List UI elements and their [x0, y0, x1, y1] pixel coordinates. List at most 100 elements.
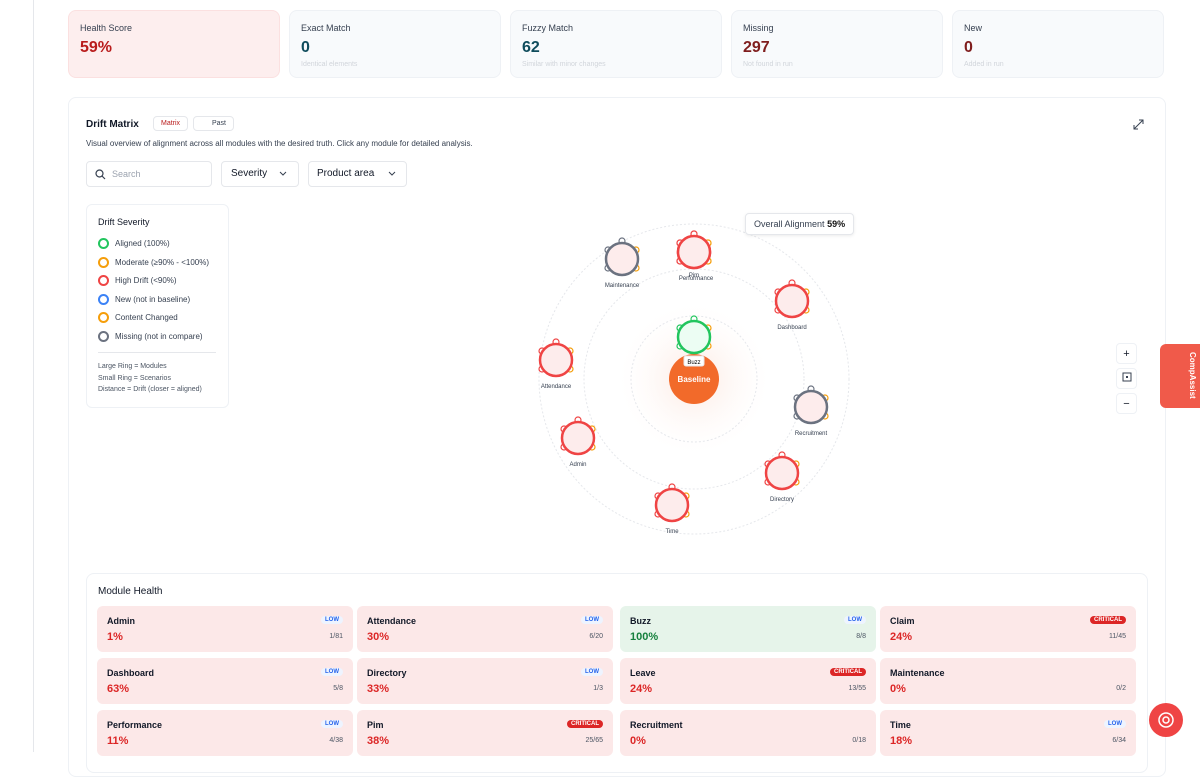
- stat-card: Health Score 59%: [68, 10, 280, 78]
- module-badge: LOW: [581, 616, 603, 624]
- stat-sub: Not found in run: [743, 61, 793, 68]
- module-name: Recruitment: [630, 720, 683, 730]
- stat-sub: Added in run: [964, 61, 1004, 68]
- stat-sub: Similar with minor changes: [522, 61, 606, 68]
- legend-label: High Drift (<90%): [115, 276, 177, 286]
- module-name: Performance: [107, 720, 163, 730]
- body: Health Score 59% Exact Match 0 Identical ele…: [33, 0, 1200, 777]
- legend-swatch: [98, 256, 109, 268]
- overall-value: 59%: [827, 219, 846, 229]
- stat-value: 0: [964, 39, 973, 56]
- stat-label: Fuzzy Match: [522, 23, 574, 33]
- filter[interactable]: Product area: [308, 161, 407, 187]
- stat-value: 0: [301, 39, 310, 56]
- module-percent: 63%: [107, 683, 130, 695]
- module-card[interactable]: Dashboard 63% 5/8 LOW: [97, 658, 353, 704]
- legend-note: Large Ring = Modules: [98, 363, 167, 370]
- help-button[interactable]: [1149, 703, 1183, 737]
- module-percent: 30%: [367, 631, 390, 643]
- zoom-button[interactable]: +: [1116, 343, 1137, 364]
- fit-icon: [1122, 372, 1131, 382]
- module-percent: 33%: [367, 683, 390, 695]
- legend-note: Distance = Drift (closer = aligned): [98, 386, 202, 393]
- module-count: 13/55: [848, 685, 866, 692]
- chevron: [279, 171, 287, 176]
- legend: Drift Severity Aligned (100%) Moderate (≥9…: [86, 204, 229, 408]
- node-label: Attendance: [541, 384, 572, 390]
- legend-swatch: [98, 293, 109, 305]
- module-name: Time: [890, 720, 911, 730]
- module-card[interactable]: Pim 38% 25/65 CRITICAL: [357, 710, 613, 756]
- module-card[interactable]: Leave 24% 13/55 CRITICAL: [620, 658, 876, 704]
- module-card[interactable]: Performance 11% 4/38 LOW: [97, 710, 353, 756]
- legend-swatch: [98, 238, 109, 249]
- module-count: 8/8: [856, 633, 866, 640]
- module-name: Attendance: [367, 616, 417, 626]
- module-card[interactable]: Claim 24% 11/45 CRITICAL: [880, 606, 1136, 652]
- module-node: [538, 342, 574, 378]
- stat-card: Fuzzy Match 62 Similar with minor changes: [510, 10, 722, 78]
- node-label: Recruitment: [795, 431, 828, 437]
- node-label: Maintenance: [605, 283, 640, 289]
- overall-label: Overall Alignment: [754, 219, 825, 229]
- module-badge: LOW: [1104, 720, 1126, 728]
- zoom-button[interactable]: −: [1116, 393, 1137, 414]
- legend-label: New (not in baseline): [115, 294, 191, 304]
- node-label: Admin: [569, 462, 586, 468]
- module-name: Leave: [630, 668, 656, 678]
- module-card[interactable]: Attendance 30% 6/20 LOW: [357, 606, 613, 652]
- stat-value: 59%: [80, 39, 113, 56]
- module-node: [654, 487, 690, 523]
- node-label: Buzz: [687, 360, 700, 366]
- legend-note: Small Ring = Scenarios: [98, 374, 171, 382]
- module-card[interactable]: Buzz 100% 8/8 LOW: [620, 606, 876, 652]
- module-name: Pim: [367, 720, 384, 730]
- module-node: [774, 283, 810, 319]
- legend-swatch: [98, 312, 109, 324]
- module-name: Directory: [367, 668, 407, 678]
- stat-sub: Identical elements: [301, 61, 358, 68]
- module-badge: LOW: [321, 668, 343, 676]
- module-percent: 1%: [107, 631, 123, 643]
- module-card[interactable]: Recruitment 0% 0/18: [620, 710, 876, 756]
- module-badge: LOW: [844, 616, 866, 624]
- stat-label: New: [964, 23, 983, 33]
- module-card[interactable]: Directory 33% 1/3 LOW: [357, 658, 613, 704]
- module-node: [764, 455, 800, 491]
- module-count: 1/3: [593, 685, 603, 692]
- stat-card: Missing 297 Not found in run: [731, 10, 943, 78]
- expand-icon[interactable]: [1133, 119, 1144, 130]
- module-name: Maintenance: [890, 668, 945, 678]
- module-card[interactable]: Time 18% 6/34 LOW: [880, 710, 1136, 756]
- module-node: [560, 420, 596, 456]
- search[interactable]: Search: [86, 161, 212, 187]
- node-label: Pim: [689, 273, 699, 279]
- zoom-button[interactable]: [1116, 368, 1137, 389]
- module-name: Admin: [107, 616, 135, 626]
- node-label: Dashboard: [777, 325, 806, 331]
- module-percent: 18%: [890, 735, 913, 747]
- help-icon: [1158, 712, 1174, 728]
- node-label: Performance: [679, 276, 714, 282]
- module-count: 6/20: [589, 633, 603, 640]
- module-percent: 100%: [630, 631, 659, 643]
- tab[interactable]: Past: [193, 116, 235, 131]
- module-count: 5/8: [333, 685, 343, 692]
- tab[interactable]: Matrix: [153, 116, 189, 131]
- module-badge: LOW: [321, 616, 343, 624]
- description: Visual overview of alignment across all …: [86, 139, 473, 148]
- module-badge: CRITICAL: [830, 668, 866, 676]
- stat-value: 62: [522, 39, 540, 56]
- module-percent: 38%: [367, 735, 390, 747]
- module-count: 11/45: [1109, 633, 1126, 640]
- node-tag-bg: [683, 355, 705, 367]
- sidebar-edge: [33, 0, 34, 752]
- filter[interactable]: Severity: [221, 161, 299, 187]
- assistant-tab[interactable]: CompAssist: [1160, 344, 1200, 408]
- legend-label: Aligned (100%): [115, 239, 170, 248]
- module-card[interactable]: Maintenance 0% 0/2: [880, 658, 1136, 704]
- baseline: [669, 354, 719, 404]
- module-card[interactable]: Admin 1% 1/81 LOW: [97, 606, 353, 652]
- health-title: Module Health: [98, 586, 163, 597]
